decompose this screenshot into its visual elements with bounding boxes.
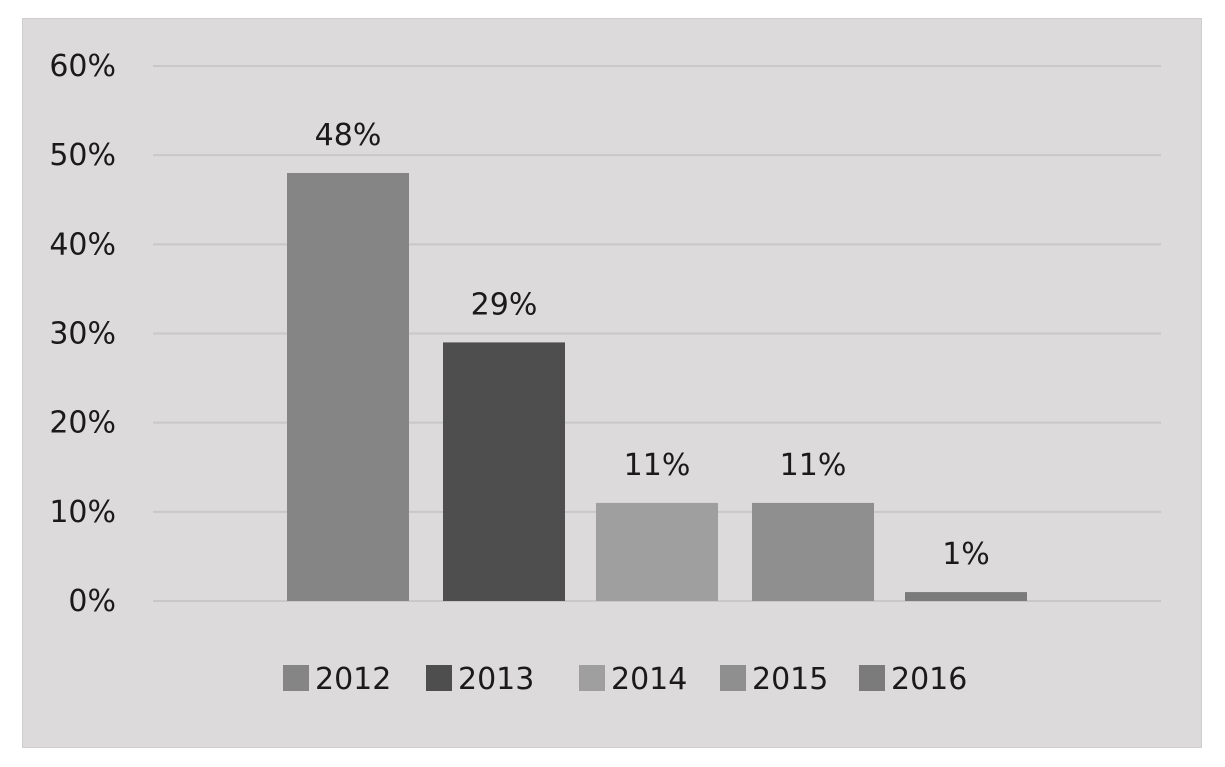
data-label-2012: 48%: [315, 118, 382, 153]
chart-frame: 0% 10% 20% 30% 40% 50% 60% 48% 29% 11% 11% 1% 2012…: [22, 18, 1202, 748]
y-tick-label: 60%: [49, 49, 116, 84]
legend-swatch: [720, 665, 746, 691]
legend-swatch: [426, 665, 452, 691]
bars: [287, 173, 1027, 601]
legend-item-2014: 2014: [579, 662, 687, 697]
y-tick-label: 30%: [49, 317, 116, 352]
legend-item-2016: 2016: [859, 662, 967, 697]
bar-2012: [287, 173, 409, 601]
legend-label: 2015: [752, 662, 828, 697]
legend-swatch: [283, 665, 309, 691]
legend: 2012 2013 2014 2015 2016: [283, 662, 967, 697]
bar-2013: [443, 342, 565, 601]
bar-2014: [596, 502, 718, 601]
legend-item-2012: 2012: [283, 662, 391, 697]
legend-label: 2014: [611, 662, 687, 697]
y-tick-label: 20%: [49, 406, 116, 441]
legend-swatch: [579, 665, 605, 691]
y-tick-label: 10%: [49, 495, 116, 530]
bar-2016: [905, 592, 1027, 601]
y-axis-tick-labels: 0% 10% 20% 30% 40% 50% 60%: [49, 49, 116, 619]
data-label-2013: 29%: [471, 287, 538, 322]
bar-2015: [752, 502, 874, 601]
legend-label: 2016: [891, 662, 967, 697]
legend-label: 2013: [458, 662, 534, 697]
legend-item-2015: 2015: [720, 662, 828, 697]
legend-item-2013: 2013: [426, 662, 534, 697]
data-label-2014: 11%: [624, 448, 691, 483]
legend-swatch: [859, 665, 885, 691]
y-tick-label: 50%: [49, 138, 116, 173]
y-tick-label: 0%: [68, 584, 116, 619]
data-label-2015: 11%: [780, 448, 847, 483]
data-labels: 48% 29% 11% 11% 1%: [315, 118, 990, 572]
data-label-2016: 1%: [942, 537, 990, 572]
legend-label: 2012: [315, 662, 391, 697]
y-tick-label: 40%: [49, 227, 116, 262]
bar-chart: 0% 10% 20% 30% 40% 50% 60% 48% 29% 11% 11% 1% 2012…: [49, 49, 1161, 697]
